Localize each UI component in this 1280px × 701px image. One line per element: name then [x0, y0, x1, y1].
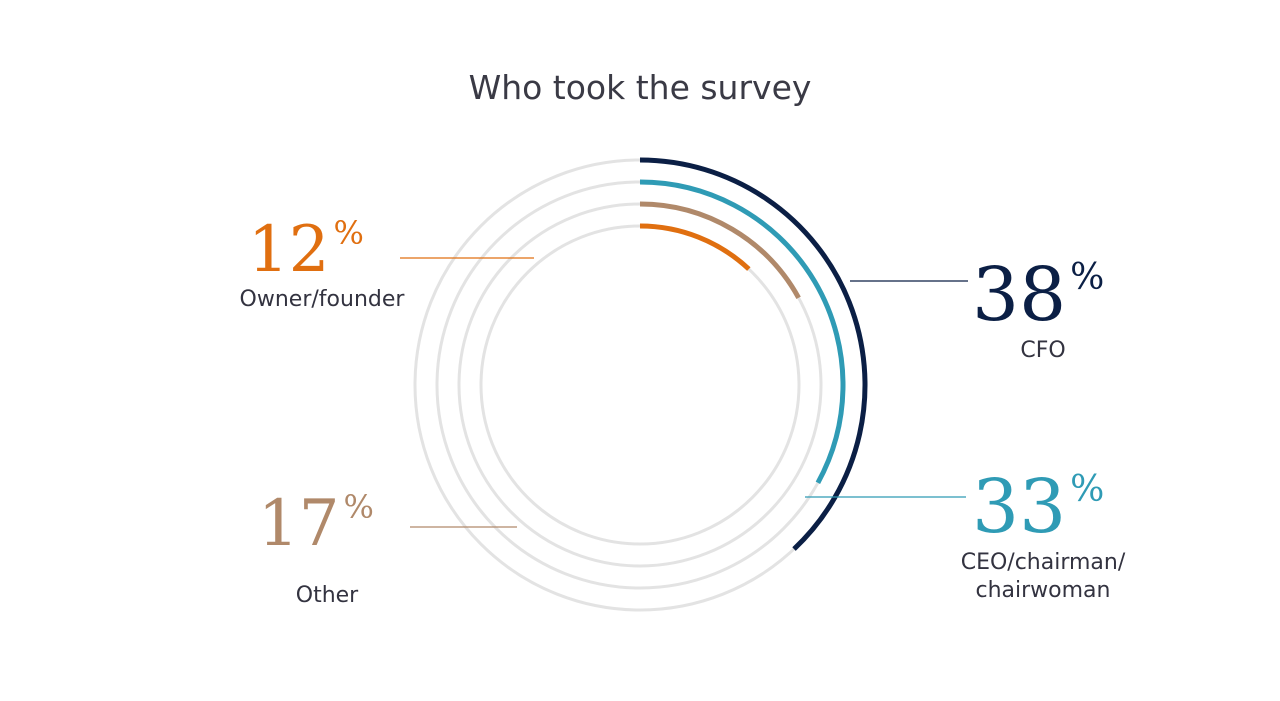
category-label-line: CEO/chairman/: [961, 550, 1126, 575]
value-label-ceo-chairman-chairwoman: 33%: [972, 464, 1104, 550]
category-label-other: Other: [296, 583, 359, 608]
value-label-owner-founder: 12%: [248, 213, 364, 287]
value-label-other: 17%: [258, 487, 374, 561]
category-label-cfo: CFO: [1020, 338, 1065, 363]
value-labels: 38 %CFO 33 %CEO/chairman/chairwoman 17 % Other…: [240, 213, 1126, 608]
category-label-line: Owner/founder: [240, 287, 406, 312]
value-label-cfo: 38%: [972, 252, 1104, 338]
category-label-line: chairwoman: [976, 578, 1111, 603]
percent-sign-other: %: [343, 488, 373, 526]
arc-owner-founder: [639, 223, 751, 271]
percent-sign-ceo-chairman-chairwoman: %: [1070, 469, 1104, 510]
category-label-line: Other: [296, 583, 359, 608]
category-label-line: CFO: [1020, 338, 1065, 363]
category-label-ceo-chairman-chairwoman: CEO/chairman/chairwoman: [961, 550, 1126, 603]
leader-lines: [400, 257, 968, 528]
category-label-owner-founder: Owner/founder: [240, 287, 406, 312]
arc-other: [639, 201, 801, 300]
percent-sign-owner-founder: %: [333, 214, 363, 252]
chart-title: Who took the survey: [469, 68, 812, 107]
arc-cfo: [639, 157, 868, 551]
ring-arcs: [639, 157, 868, 551]
ring-track-owner-founder: [479, 224, 801, 546]
arc-ceo-chairman-chairwoman: [639, 179, 846, 484]
percent-sign-cfo: %: [1070, 257, 1104, 298]
